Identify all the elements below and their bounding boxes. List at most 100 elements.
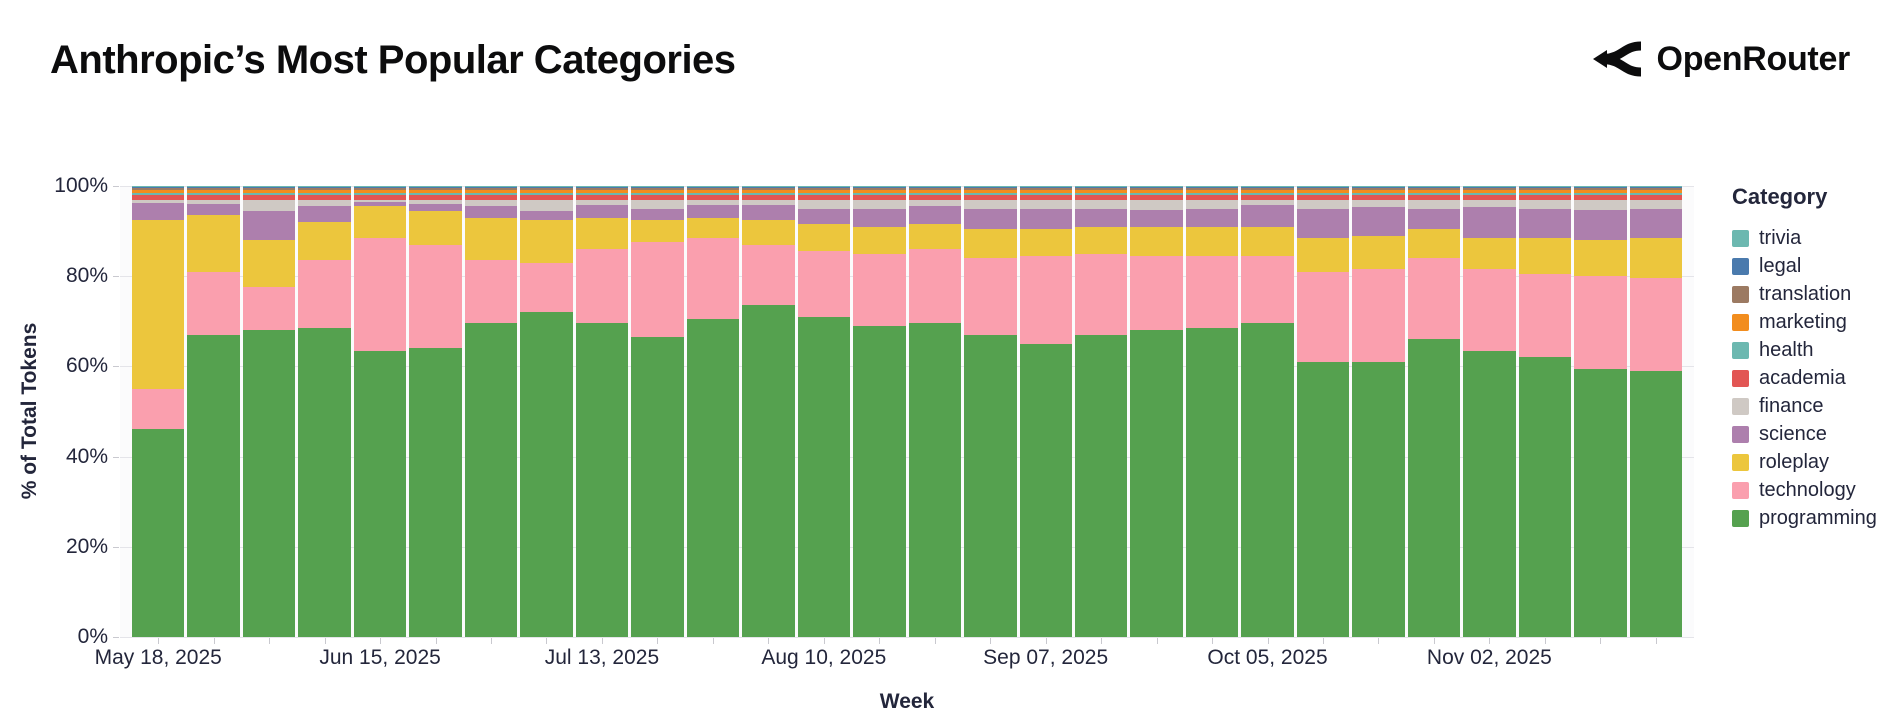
segment-programming[interactable]: [1463, 350, 1516, 637]
segment-legal[interactable]: [187, 186, 240, 188]
segment-marketing[interactable]: [353, 189, 407, 193]
segment-marketing[interactable]: [1074, 189, 1128, 193]
segment-translation[interactable]: [1019, 187, 1072, 190]
segment-technology[interactable]: [964, 258, 1017, 335]
segment-translation[interactable]: [1629, 187, 1683, 190]
segment-finance[interactable]: [242, 200, 296, 211]
segment-marketing[interactable]: [242, 189, 296, 193]
segment-programming[interactable]: [1574, 368, 1627, 637]
segment-trivia[interactable]: [1185, 186, 1239, 187]
segment-finance[interactable]: [1574, 200, 1627, 210]
segment-trivia[interactable]: [1352, 186, 1405, 187]
segment-technology[interactable]: [853, 253, 906, 326]
segment-health[interactable]: [908, 192, 962, 196]
segment-academia[interactable]: [1241, 195, 1294, 201]
segment-programming[interactable]: [964, 334, 1017, 637]
segment-legal[interactable]: [353, 186, 407, 188]
segment-technology[interactable]: [1130, 255, 1183, 331]
segment-translation[interactable]: [631, 187, 684, 190]
segment-finance[interactable]: [964, 200, 1017, 209]
segment-marketing[interactable]: [1352, 189, 1405, 193]
segment-marketing[interactable]: [853, 189, 906, 193]
segment-academia[interactable]: [797, 195, 851, 201]
segment-academia[interactable]: [1629, 195, 1683, 201]
segment-translation[interactable]: [1518, 187, 1572, 190]
segment-academia[interactable]: [298, 195, 351, 201]
segment-programming[interactable]: [1352, 361, 1405, 637]
segment-translation[interactable]: [1296, 187, 1350, 190]
segment-legal[interactable]: [742, 186, 795, 188]
segment-marketing[interactable]: [1296, 189, 1350, 193]
segment-finance[interactable]: [1074, 200, 1128, 209]
segment-translation[interactable]: [353, 187, 407, 190]
segment-translation[interactable]: [187, 187, 240, 190]
segment-health[interactable]: [132, 192, 185, 196]
bar-week-5[interactable]: [353, 186, 407, 637]
segment-finance[interactable]: [1130, 200, 1183, 210]
segment-legal[interactable]: [132, 186, 185, 188]
segment-finance[interactable]: [686, 200, 740, 205]
segment-academia[interactable]: [908, 195, 962, 201]
segment-trivia[interactable]: [1629, 186, 1683, 187]
segment-roleplay[interactable]: [1407, 228, 1461, 259]
segment-legal[interactable]: [686, 186, 740, 188]
segment-trivia[interactable]: [1518, 186, 1572, 187]
segment-academia[interactable]: [1352, 195, 1405, 201]
segment-health[interactable]: [242, 192, 296, 196]
segment-legal[interactable]: [1185, 186, 1239, 188]
segment-finance[interactable]: [353, 200, 407, 202]
segment-trivia[interactable]: [742, 186, 795, 187]
segment-technology[interactable]: [1241, 255, 1294, 324]
segment-translation[interactable]: [742, 187, 795, 190]
segment-academia[interactable]: [1185, 195, 1239, 201]
segment-roleplay[interactable]: [686, 217, 740, 238]
segment-trivia[interactable]: [298, 186, 351, 187]
segment-roleplay[interactable]: [1463, 237, 1516, 270]
segment-programming[interactable]: [1074, 334, 1128, 637]
bar-week-23[interactable]: [1352, 186, 1405, 637]
segment-trivia[interactable]: [575, 186, 629, 187]
segment-roleplay[interactable]: [797, 224, 851, 252]
segment-science[interactable]: [631, 208, 684, 220]
segment-translation[interactable]: [686, 187, 740, 190]
segment-finance[interactable]: [464, 200, 518, 207]
segment-finance[interactable]: [1185, 200, 1239, 209]
segment-academia[interactable]: [686, 195, 740, 201]
segment-finance[interactable]: [575, 200, 629, 205]
bar-week-15[interactable]: [908, 186, 962, 637]
bar-week-24[interactable]: [1407, 186, 1461, 637]
segment-programming[interactable]: [1629, 370, 1683, 637]
segment-trivia[interactable]: [797, 186, 851, 187]
segment-programming[interactable]: [797, 316, 851, 637]
segment-legal[interactable]: [1574, 186, 1627, 188]
segment-programming[interactable]: [742, 305, 795, 637]
segment-marketing[interactable]: [908, 189, 962, 193]
segment-roleplay[interactable]: [1074, 226, 1128, 254]
segment-health[interactable]: [1352, 192, 1405, 196]
bar-week-2[interactable]: [187, 186, 240, 637]
segment-finance[interactable]: [1352, 200, 1405, 208]
segment-translation[interactable]: [1241, 187, 1294, 190]
bar-week-21[interactable]: [1241, 186, 1294, 637]
segment-academia[interactable]: [132, 195, 185, 201]
segment-technology[interactable]: [464, 260, 518, 324]
segment-trivia[interactable]: [1296, 186, 1350, 187]
segment-translation[interactable]: [908, 187, 962, 190]
segment-science[interactable]: [1574, 209, 1627, 241]
segment-health[interactable]: [464, 192, 518, 196]
segment-trivia[interactable]: [1574, 186, 1627, 187]
bar-week-8[interactable]: [520, 186, 573, 637]
segment-legal[interactable]: [964, 186, 1017, 188]
segment-finance[interactable]: [797, 200, 851, 209]
segment-finance[interactable]: [1241, 200, 1294, 205]
segment-health[interactable]: [1074, 192, 1128, 196]
segment-technology[interactable]: [242, 287, 296, 331]
segment-programming[interactable]: [631, 337, 684, 637]
segment-legal[interactable]: [1352, 186, 1405, 188]
segment-science[interactable]: [353, 201, 407, 207]
segment-health[interactable]: [1130, 192, 1183, 196]
segment-health[interactable]: [1463, 192, 1516, 196]
segment-marketing[interactable]: [1241, 189, 1294, 193]
segment-legal[interactable]: [242, 186, 296, 188]
bar-week-9[interactable]: [575, 186, 629, 637]
